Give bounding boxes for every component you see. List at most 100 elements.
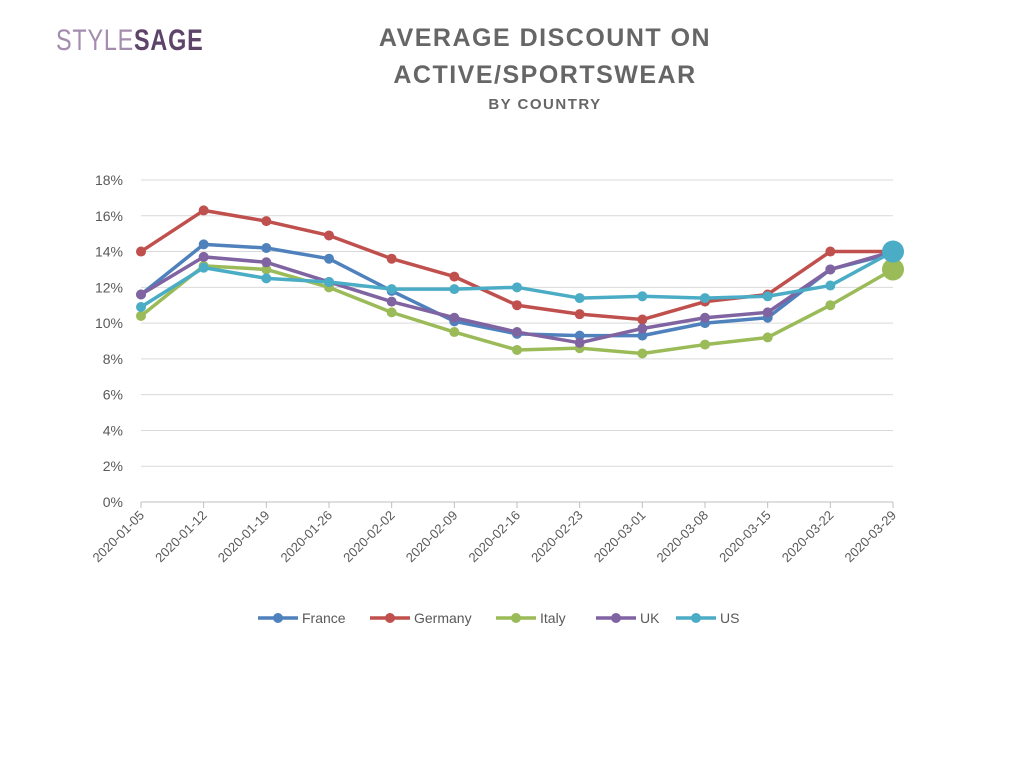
legend-item-france: France bbox=[258, 610, 346, 626]
data-point-italy bbox=[136, 310, 146, 321]
x-tick-label: 2020-02-09 bbox=[403, 508, 461, 566]
data-point-germany bbox=[386, 253, 397, 264]
series-us bbox=[136, 240, 904, 313]
legend-swatch-marker bbox=[511, 613, 521, 623]
x-tick-label: 2020-03-22 bbox=[779, 508, 837, 566]
data-point-uk bbox=[261, 257, 272, 268]
data-point-us bbox=[574, 293, 585, 304]
data-point-us bbox=[324, 276, 334, 287]
y-tick-label: 14% bbox=[95, 244, 123, 260]
data-point-us bbox=[386, 284, 397, 295]
data-point-uk bbox=[449, 312, 460, 323]
data-point-us bbox=[449, 284, 460, 295]
y-tick-label: 10% bbox=[95, 315, 123, 331]
x-tick-label: 2020-01-26 bbox=[277, 508, 335, 566]
data-point-uk bbox=[825, 264, 836, 275]
data-point-us bbox=[882, 240, 904, 263]
y-tick-label: 16% bbox=[95, 208, 123, 224]
data-point-us bbox=[261, 273, 272, 284]
data-point-us bbox=[136, 302, 146, 313]
legend-label: Italy bbox=[540, 610, 566, 626]
y-tick-label: 18% bbox=[95, 172, 123, 188]
data-point-uk bbox=[574, 337, 585, 348]
data-point-uk bbox=[198, 251, 209, 262]
data-point-france bbox=[637, 330, 648, 341]
data-point-germany bbox=[512, 300, 522, 311]
legend: France Germany Italy UK US bbox=[258, 610, 739, 626]
data-point-italy bbox=[512, 344, 522, 355]
y-tick-label: 2% bbox=[103, 458, 123, 474]
legend-label: US bbox=[720, 610, 739, 626]
data-point-italy bbox=[261, 264, 272, 275]
legend-item-us: US bbox=[676, 610, 739, 626]
data-point-us bbox=[700, 293, 710, 304]
chart-title: AVERAGE DISCOUNT ON ACTIVE/SPORTSWEAR bbox=[345, 20, 745, 94]
legend-label: Germany bbox=[414, 610, 472, 626]
data-point-uk bbox=[637, 323, 648, 334]
data-point-france bbox=[198, 239, 209, 250]
legend-swatch-marker bbox=[273, 613, 283, 623]
data-point-germany bbox=[449, 271, 460, 282]
data-point-germany bbox=[198, 205, 209, 216]
data-point-germany bbox=[324, 230, 334, 241]
data-point-france bbox=[574, 330, 585, 341]
legend-swatch-marker bbox=[691, 613, 701, 623]
x-tick-label: 2020-03-08 bbox=[653, 508, 711, 566]
legend-item-germany: Germany bbox=[370, 610, 472, 626]
gridlines bbox=[141, 179, 893, 503]
logo-text-style: STYLE bbox=[56, 24, 135, 57]
legend-label: UK bbox=[640, 610, 660, 626]
x-tick-label: 2020-01-19 bbox=[215, 508, 273, 566]
data-point-us bbox=[825, 280, 836, 291]
data-point-uk bbox=[512, 327, 522, 338]
y-tick-label: 4% bbox=[103, 422, 123, 438]
data-point-us bbox=[762, 291, 773, 302]
data-point-germany bbox=[637, 314, 648, 325]
series-lines bbox=[136, 205, 904, 359]
legend-item-uk: UK bbox=[596, 610, 660, 626]
legend-swatch-marker bbox=[385, 613, 395, 623]
x-tick-label: 2020-02-02 bbox=[340, 508, 398, 566]
data-point-uk bbox=[700, 312, 710, 323]
data-point-uk bbox=[386, 296, 397, 307]
x-tick-label: 2020-02-16 bbox=[465, 508, 523, 566]
chart-title-line-1: AVERAGE DISCOUNT ON bbox=[378, 24, 712, 52]
axes: 0%2%4%6%8%10%12%14%16%18%2020-01-05 2020-… bbox=[89, 172, 899, 565]
x-tick-label: 2020-03-01 bbox=[591, 508, 649, 566]
legend-label: France bbox=[302, 610, 346, 626]
data-point-italy bbox=[882, 258, 904, 281]
data-point-italy bbox=[762, 332, 773, 343]
data-point-germany bbox=[574, 309, 585, 320]
chart-subtitle: BY COUNTRY bbox=[488, 96, 602, 113]
x-tick-label: 2020-01-12 bbox=[152, 508, 210, 566]
legend-swatch-marker bbox=[611, 613, 621, 623]
x-tick-label: 2020-03-15 bbox=[716, 508, 774, 566]
data-point-us bbox=[637, 291, 648, 302]
x-tick-label: 2020-03-29 bbox=[841, 508, 899, 566]
data-point-italy bbox=[700, 339, 710, 350]
y-tick-label: 0% bbox=[103, 494, 123, 510]
chart-title-line-2: ACTIVE/SPORTSWEAR bbox=[393, 61, 697, 89]
data-point-germany bbox=[825, 246, 836, 257]
legend-item-italy: Italy bbox=[496, 610, 566, 626]
x-tick-label: 2020-02-23 bbox=[528, 508, 586, 566]
data-point-italy bbox=[637, 348, 648, 359]
data-point-us bbox=[512, 282, 522, 293]
y-tick-label: 6% bbox=[103, 387, 123, 403]
data-point-uk bbox=[762, 307, 773, 318]
data-point-uk bbox=[136, 289, 146, 300]
y-tick-label: 8% bbox=[103, 351, 123, 367]
x-tick-label: 2020-01-05 bbox=[89, 508, 147, 566]
logo-text-sage: SAGE bbox=[134, 24, 204, 57]
stylesage-logo: STYLESAGE bbox=[56, 24, 203, 58]
y-tick-label: 12% bbox=[95, 279, 123, 295]
data-point-france bbox=[324, 253, 334, 264]
series-uk bbox=[136, 246, 898, 348]
data-point-italy bbox=[386, 307, 397, 318]
data-point-germany bbox=[261, 216, 272, 227]
data-point-italy bbox=[449, 327, 460, 338]
data-point-italy bbox=[825, 300, 836, 311]
series-italy bbox=[136, 258, 904, 359]
data-point-france bbox=[261, 242, 272, 253]
